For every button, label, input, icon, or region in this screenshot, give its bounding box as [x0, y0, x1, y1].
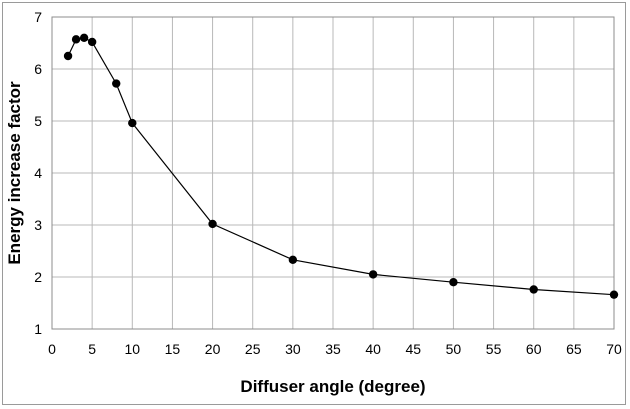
data-point	[368, 270, 378, 279]
series-line	[67, 37, 615, 296]
x-tick-label: 10	[124, 341, 140, 357]
x-tick-label: 55	[486, 341, 502, 357]
plot-area-border	[51, 16, 615, 330]
x-tick-label: 50	[446, 341, 462, 357]
x-tick-label: 45	[405, 341, 421, 357]
data-point	[449, 278, 458, 287]
data-point	[71, 35, 81, 44]
x-tick-label: 5	[88, 341, 96, 357]
y-tick-label: 5	[34, 113, 42, 129]
data-point	[128, 118, 137, 128]
y-tick-label: 3	[34, 217, 42, 233]
x-tick-label: 15	[165, 341, 181, 357]
x-tick-label: 65	[566, 341, 582, 357]
data-point	[112, 79, 121, 88]
x-tick-label: 30	[285, 341, 301, 357]
data-point	[87, 37, 97, 47]
x-tick-label: 20	[205, 341, 221, 357]
y-tick-label: 6	[34, 61, 42, 77]
data-point	[79, 33, 89, 42]
x-tick-label: 40	[365, 341, 381, 357]
x-tick-label: 60	[526, 341, 542, 357]
x-tick-label: 70	[606, 341, 622, 357]
plot-border	[51, 16, 615, 330]
y-tick-label: 7	[34, 9, 42, 25]
x-axis-title: Diffuser angle (degree)	[240, 377, 425, 396]
x-tick-label: 35	[325, 341, 341, 357]
data-point	[288, 255, 298, 265]
data-point	[609, 290, 619, 299]
data-point	[63, 51, 73, 61]
gridlines	[51, 16, 615, 330]
y-tick-label: 1	[34, 321, 42, 337]
x-tick-label: 25	[245, 341, 261, 357]
y-tick-label: 2	[34, 269, 42, 285]
y-tick-label: 4	[34, 165, 42, 181]
data-point	[529, 285, 538, 294]
data-series	[63, 33, 619, 299]
x-tick-label: 0	[48, 341, 56, 357]
data-point	[208, 219, 217, 229]
y-axis-title: Energy increase factor	[5, 81, 24, 265]
